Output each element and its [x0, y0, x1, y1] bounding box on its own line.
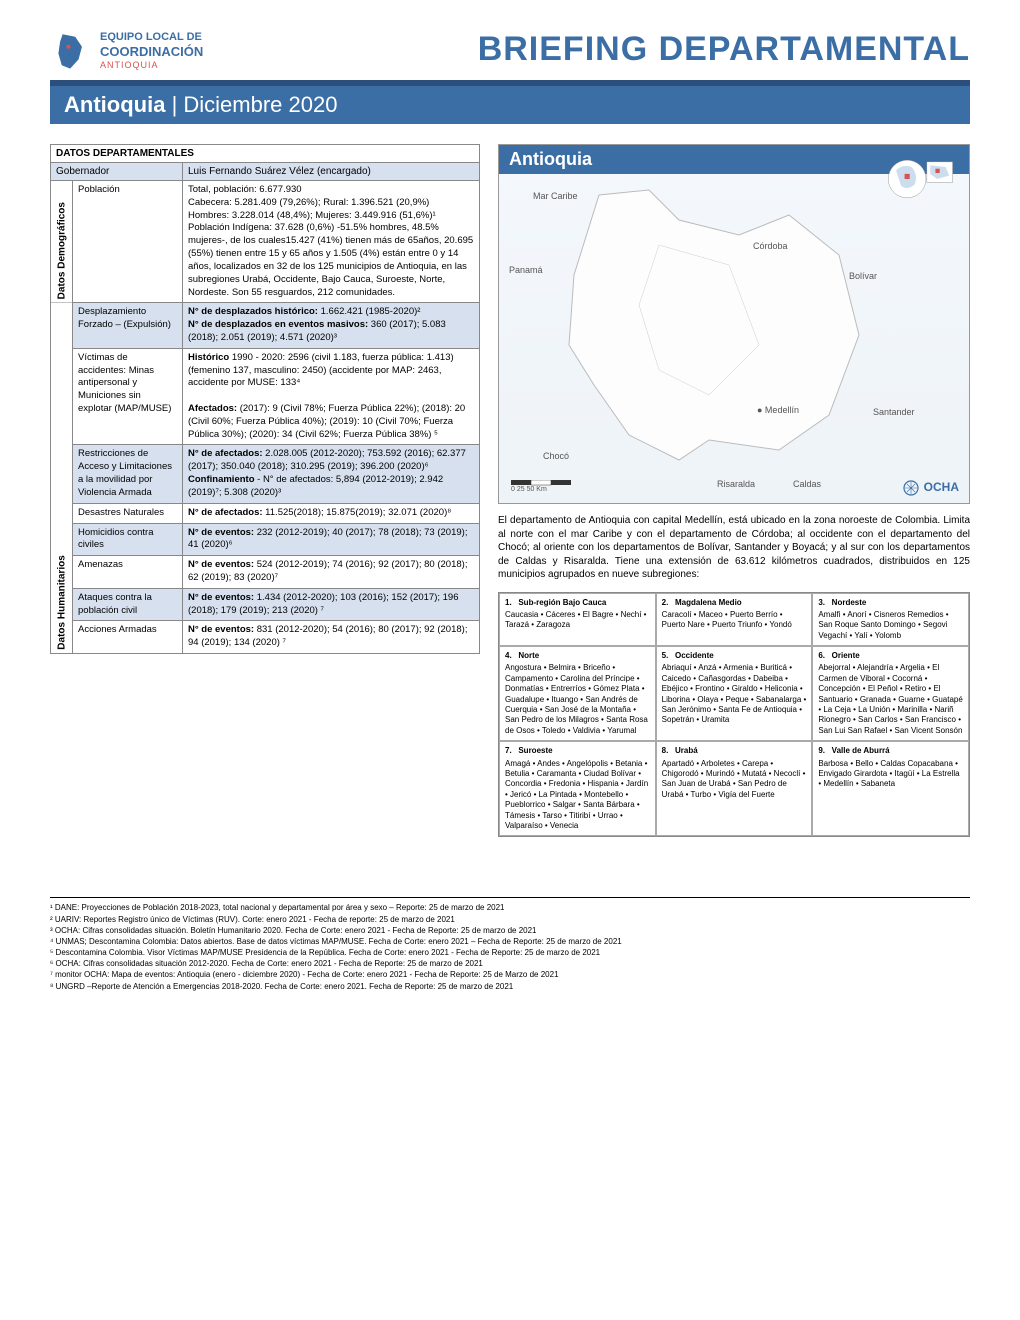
ocha-text: OCHA [924, 480, 959, 494]
globe-inset-icon [885, 155, 955, 215]
subregion-cell: 1. Sub-región Bajo CaucaCaucasia • Cácer… [499, 593, 656, 647]
content-columns: | DATOS DEPARTAMENTALES Gobernador Luis … [50, 144, 970, 837]
map-label: Mar Caribe [533, 191, 578, 201]
right-column: Antioquia Mar CaribeCórdobaPanamáBolívar… [498, 144, 970, 837]
map-label: Risaralda [717, 479, 755, 489]
poblacion-value: Total, población: 6.677.930 Cabecera: 5.… [183, 181, 480, 303]
row-label: Amenazas [73, 556, 183, 589]
footnote-line: ² UARIV: Reportes Registro único de Víct… [50, 914, 970, 925]
map-label: Panamá [509, 265, 543, 275]
map-label: Chocó [543, 451, 569, 461]
subregion-cell: 5. OccidenteAbriaquí • Anzá • Armenia • … [656, 646, 813, 741]
row-label: Desastres Naturales [73, 503, 183, 523]
footnote-line: ⁴ UNMAS; Descontamina Colombia: Datos ab… [50, 936, 970, 947]
ocha-logo: OCHA [902, 479, 959, 497]
sub-date: Diciembre 2020 [183, 92, 337, 117]
footnotes-block: ¹ DANE: Proyecciones de Población 2018-2… [50, 897, 970, 992]
left-column: DATOS DEPARTAMENTALES Gobernador Luis Fe… [50, 144, 480, 654]
row-value: N° de eventos: 831 (2012-2020); 54 (2016… [183, 621, 480, 654]
poblacion-label: Población [73, 181, 183, 303]
row-value: N° de eventos: 232 (2012-2019); 40 (2017… [183, 523, 480, 556]
map-label: ● Medellín [757, 405, 799, 415]
row-value: N° de eventos: 524 (2012-2019); 74 (2016… [183, 556, 480, 589]
footnote-line: ⁶ OCHA: Cifras consolidadas situación 20… [50, 958, 970, 969]
row-value: N° de desplazados histórico: 1.662.421 (… [183, 303, 480, 348]
footnote-line: ⁷ monitor OCHA: Mapa de eventos: Antioqu… [50, 969, 970, 980]
footnote-line: ⁸ UNGRD –Reporte de Atención a Emergenci… [50, 981, 970, 992]
subregion-cell: 8. UrabáApartadó • Arboletes • Carepa • … [656, 741, 813, 836]
row-label: Restricciones de Acceso y Limitaciones a… [73, 445, 183, 503]
row-label: Víctimas de accidentes: Minas antiperson… [73, 348, 183, 445]
map-label: Córdoba [753, 241, 788, 251]
map-panel: Antioquia Mar CaribeCórdobaPanamáBolívar… [498, 144, 970, 504]
row-value: N° de eventos: 1.434 (2012-2020); 103 (2… [183, 588, 480, 621]
main-title: BRIEFING DEPARTAMENTAL [478, 30, 970, 69]
subregion-cell: 6. OrienteAbejorral • Alejandría • Argel… [812, 646, 969, 741]
map-scale-text: 0 25 50 Km [511, 486, 547, 493]
subregion-cell: 4. NorteAngostura • Belmira • Briceño • … [499, 646, 656, 741]
header: EQUIPO LOCAL DE COORDINACIÓN ANTIOQUIA B… [50, 30, 970, 72]
colombia-map-icon [50, 30, 92, 72]
sub-region: Antioquia [64, 92, 165, 117]
antioquia-outline-icon [529, 185, 889, 485]
subregion-cell: 3. NordesteAmalfi • Anorí • Cisneros Rem… [812, 593, 969, 647]
datos-table: DATOS DEPARTAMENTALES Gobernador Luis Fe… [50, 144, 480, 654]
logo-line3: ANTIOQUIA [100, 60, 203, 71]
logo-text: EQUIPO LOCAL DE COORDINACIÓN ANTIOQUIA [100, 31, 203, 71]
row-value: N° de afectados: 2.028.005 (2012-2020); … [183, 445, 480, 503]
logo-line1: EQUIPO LOCAL DE [100, 31, 203, 44]
un-icon [902, 479, 920, 497]
map-label: Caldas [793, 479, 821, 489]
section-demog-label: Datos Demográficos [51, 181, 73, 303]
table-title: DATOS DEPARTAMENTALES [51, 145, 480, 163]
section-human-label: Datos Humanitarios [51, 303, 73, 654]
pipe-sep: | [172, 92, 184, 117]
governor-value: Luis Fernando Suárez Vélez (encargado) [183, 163, 480, 181]
page: EQUIPO LOCAL DE COORDINACIÓN ANTIOQUIA B… [0, 0, 1020, 1012]
logo-block: EQUIPO LOCAL DE COORDINACIÓN ANTIOQUIA [50, 30, 203, 72]
governor-label: Gobernador [51, 163, 183, 181]
row-label: Desplazamiento Forzado – (Expulsión) [73, 303, 183, 348]
row-label: Homicidios contra civiles [73, 523, 183, 556]
subregion-cell: 9. Valle de AburráBarbosa • Bello • Cald… [812, 741, 969, 836]
description-text: El departamento de Antioquia con capital… [498, 514, 970, 582]
map-label: Bolívar [849, 271, 877, 281]
subregion-cell: 7. SuroesteAmagá • Andes • Angelópolis •… [499, 741, 656, 836]
row-value: Histórico 1990 - 2020: 2596 (civil 1.183… [183, 348, 480, 445]
footnote-line: ³ OCHA: Cifras consolidadas situación. B… [50, 925, 970, 936]
footnote-line: ⁵ Descontamina Colombia. Visor Víctimas … [50, 947, 970, 958]
map-label: Santander [873, 407, 915, 417]
sub-header-band: Antioquia | Diciembre 2020 [50, 80, 970, 124]
logo-line2: COORDINACIÓN [100, 44, 203, 60]
row-value: N° de afectados: 11.525(2018); 15.875(20… [183, 503, 480, 523]
subregion-cell: 2. Magdalena MedioCaracolí • Maceo • Pue… [656, 593, 813, 647]
map-scale: 0 25 50 Km [511, 480, 571, 493]
subregions-grid: 1. Sub-región Bajo CaucaCaucasia • Cácer… [498, 592, 970, 838]
row-label: Acciones Armadas [73, 621, 183, 654]
row-label: Ataques contra la población civil [73, 588, 183, 621]
footnote-line: ¹ DANE: Proyecciones de Población 2018-2… [50, 902, 970, 913]
